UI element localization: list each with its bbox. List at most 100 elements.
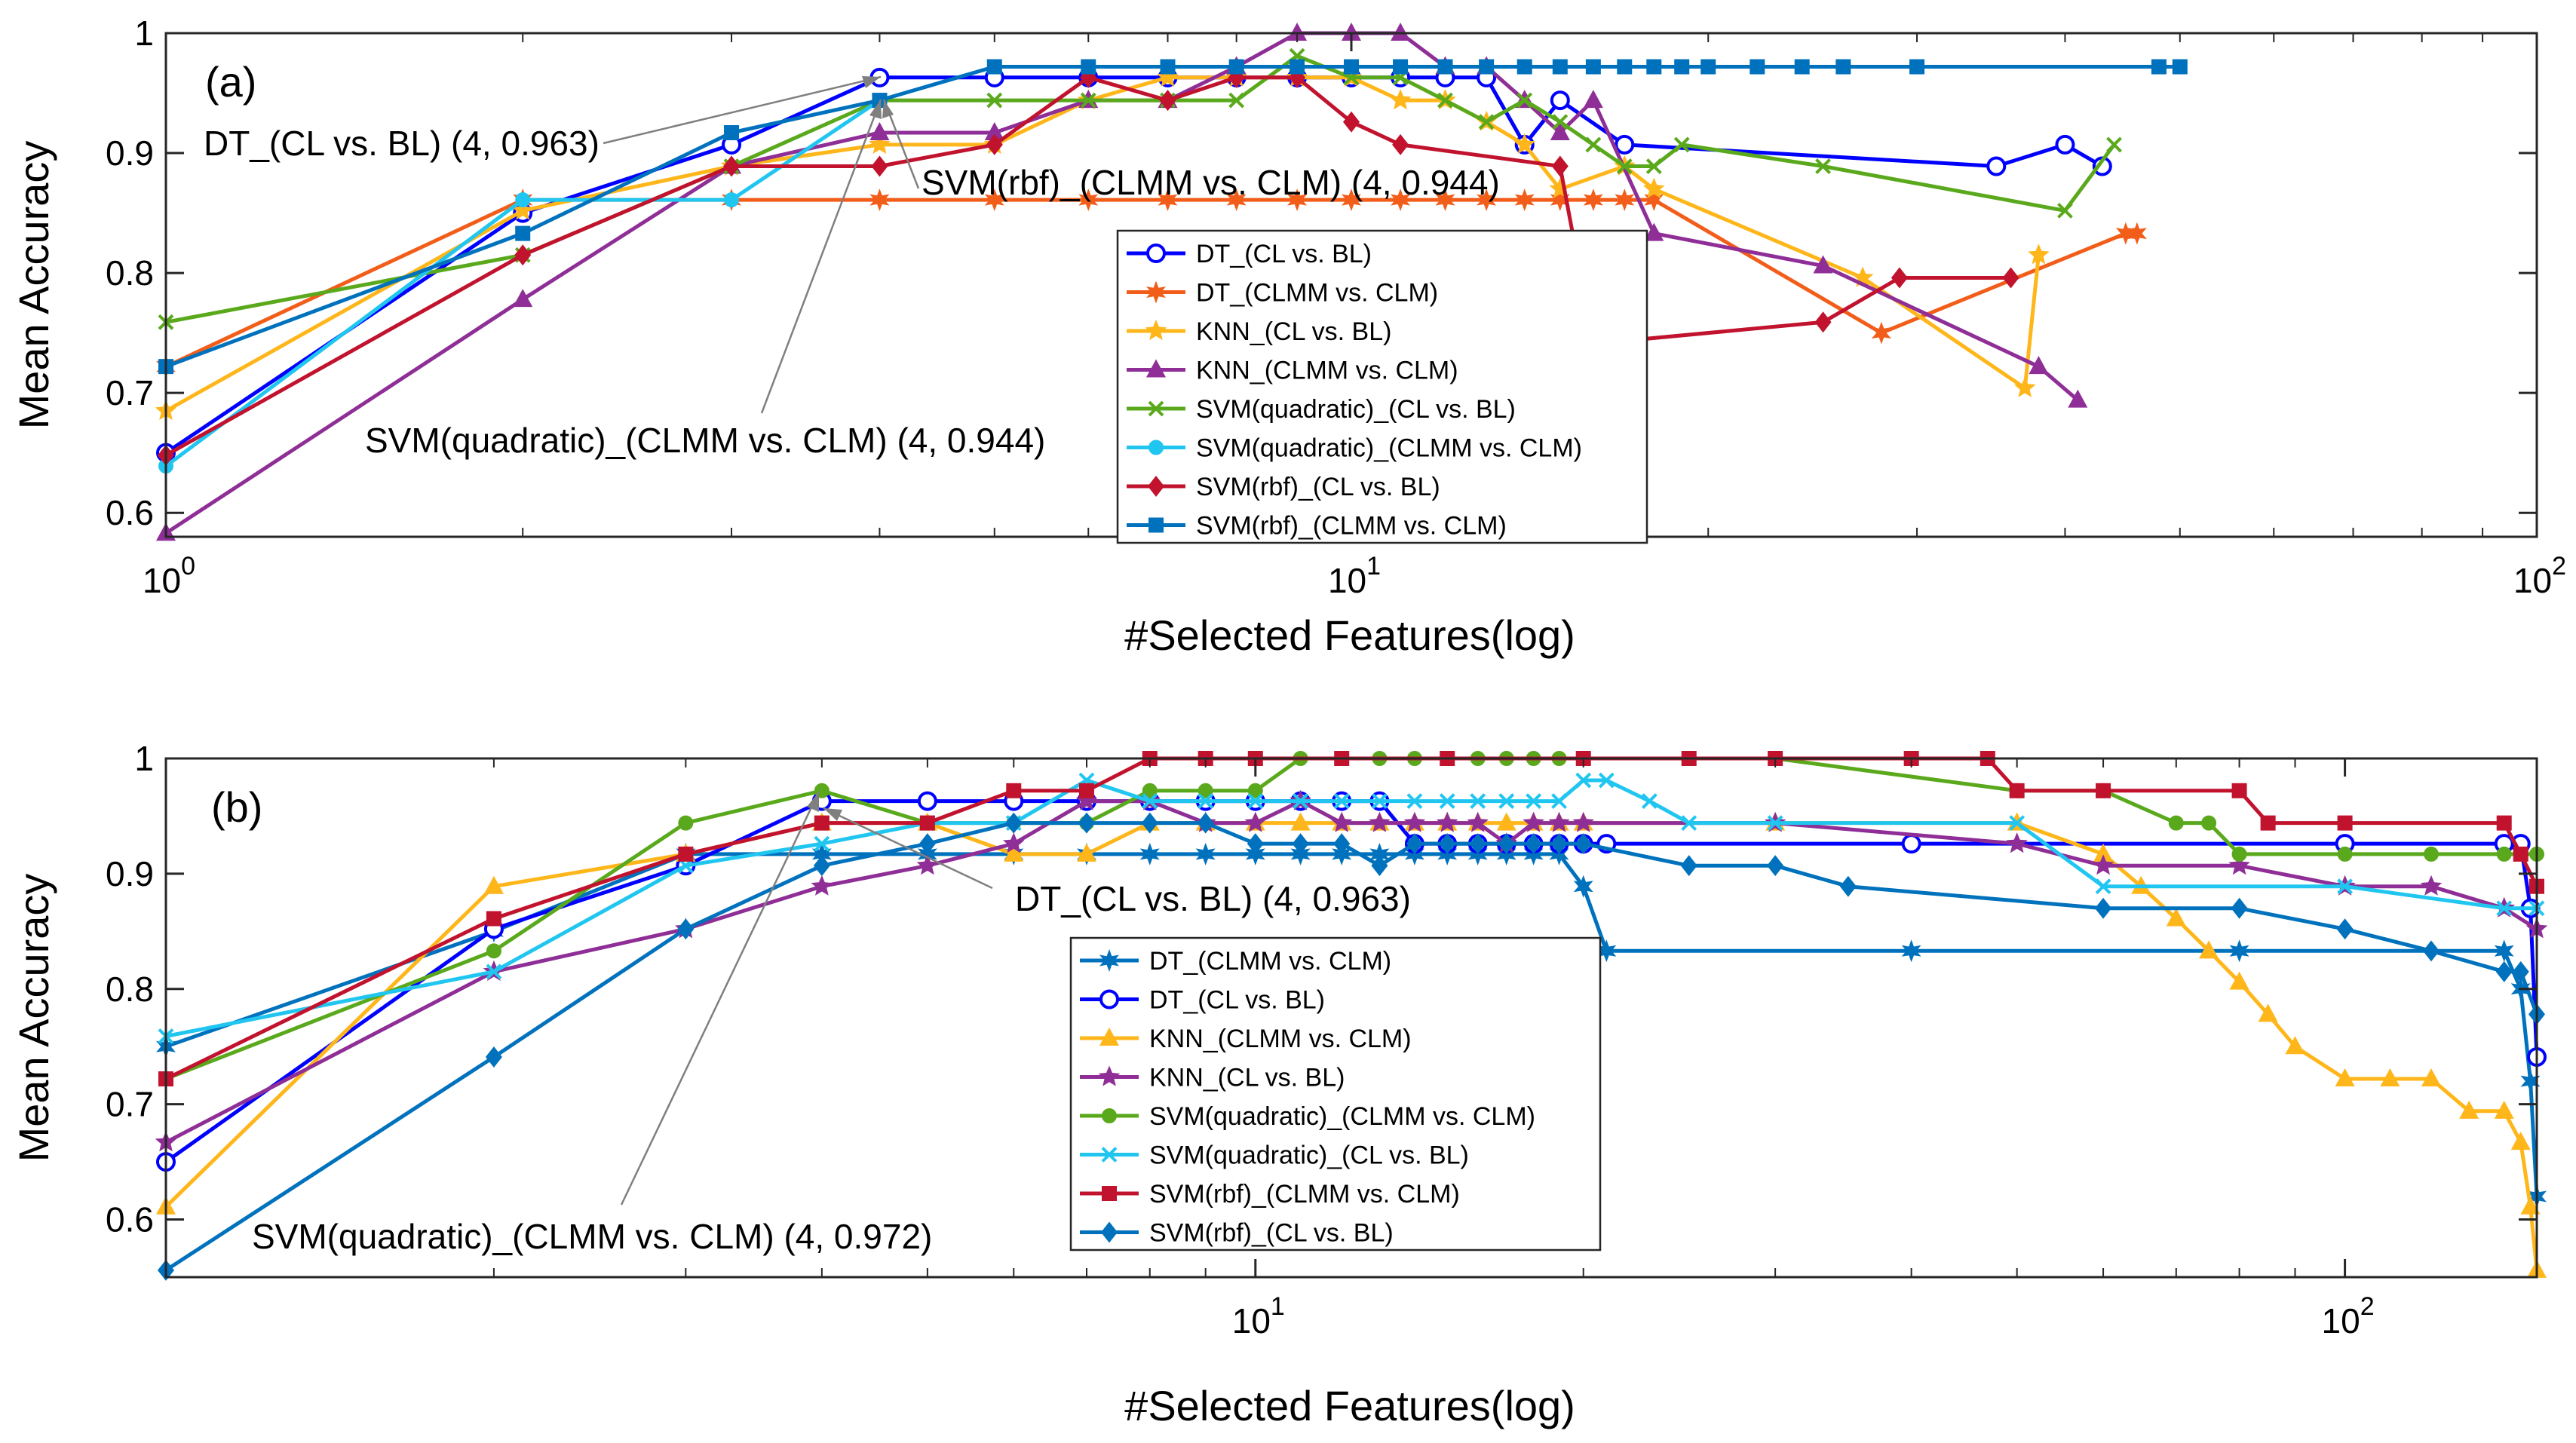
- b-series-svm-quadratic-cl-vs-bl-point: [1498, 793, 1515, 809]
- a-series-knn-cl-vs-bl-point: [1157, 66, 1179, 87]
- b-series-svm-quadratic-cl-vs-bl-point: [2009, 815, 2026, 832]
- a-series-knn-clmm-vs-clm-point: [1644, 222, 1664, 241]
- annotation-a-2: SVM(rbf)_(CLMM vs. CLM) (4, 0.944): [922, 163, 1500, 202]
- b-legend-svm-rbf-clmm-vs-clm-label: SVM(rbf)_(CLMM vs. CLM): [1149, 1180, 1460, 1209]
- y-tick-label-b: 0.8: [106, 970, 154, 1009]
- b-series-svm-quadratic-cl-vs-bl-point: [2496, 900, 2513, 917]
- b-series-knn-clmm-vs-clm-point: [2229, 971, 2249, 990]
- b-legend-knn-cl-vs-bl-label: KNN_(CL vs. BL): [1149, 1064, 1345, 1092]
- a-legend-svm-quadratic-clmm-vs-clm-marker: [1148, 440, 1164, 455]
- a-series-svm-rbf-cl-vs-bl-point: [986, 133, 1003, 155]
- a-series-dt-clmm-vs-clm-point: [1078, 188, 1099, 212]
- b-series-knn-clmm-vs-clm-point: [2335, 1068, 2355, 1087]
- a-series-svm-quadratic-cl-vs-bl-point: [2057, 202, 2073, 219]
- a-series-dt-cl-vs-bl-point: [1550, 90, 1570, 111]
- a-series-svm-rbf-clmm-vs-clm-point: [724, 125, 740, 141]
- a-series-svm-quadratic-cl-vs-bl-point: [1437, 92, 1453, 109]
- annotation-a-3: SVM(quadratic)_(CLMM vs. CLM) (4, 0.944): [365, 421, 1045, 460]
- a-series-svm-rbf-clmm-vs-clm-point: [2151, 59, 2167, 75]
- b-legend-knn-cl-vs-bl-marker: [1098, 1065, 1121, 1086]
- a-series-knn-clmm-vs-clm-point: [1550, 122, 1570, 141]
- b-series-svm-quadratic-cl-vs-bl-point: [1681, 815, 1697, 832]
- b-series-svm-rbf-clmm-vs-clm-point: [2496, 815, 2512, 831]
- b-series-knn-clmm-vs-clm-point: [2494, 1100, 2514, 1119]
- b-series-svm-quadratic-cl-vs-bl-point: [1142, 793, 1158, 809]
- b-series-svm-quadratic-cl-vs-bl-point: [1575, 772, 1592, 789]
- b-series-svm-rbf-cl-vs-bl-point: [1333, 833, 1351, 855]
- a-series-dt-clmm-vs-clm-point: [1615, 188, 1635, 212]
- a-series-svm-rbf-clmm-vs-clm-point: [1516, 59, 1532, 75]
- a-series-svm-rbf-cl-vs-bl-point: [1343, 111, 1360, 133]
- b-series-svm-rbf-cl-vs-bl-point: [1469, 833, 1486, 855]
- a-series-dt-cl-vs-bl-point: [1615, 134, 1635, 155]
- b-series-svm-rbf-cl-vs-bl-point: [1525, 833, 1542, 855]
- annotation-a-1: DT_(CL vs. BL) (4, 0.963): [204, 124, 600, 163]
- a-series-svm-rbf-clmm-vs-clm-point: [1552, 59, 1568, 75]
- b-series-knn-clmm-vs-clm-point: [1290, 812, 1311, 831]
- b-series-svm-rbf-cl-vs-bl-point: [1197, 812, 1214, 834]
- b-series-knn-cl-vs-bl-point: [1523, 811, 1544, 832]
- b-legend-dt-cl-vs-bl-label: DT_(CL vs. BL): [1149, 986, 1325, 1015]
- a-series-knn-cl-vs-bl-point: [1643, 177, 1665, 198]
- a-series-svm-rbf-clmm-vs-clm-point: [1081, 59, 1096, 75]
- a-series-svm-quadratic-clmm-vs-clm-point: [515, 192, 531, 208]
- a-series-svm-quadratic-cl-vs-bl-point: [986, 92, 1003, 109]
- a-series-svm-quadratic-cl-vs-bl-point: [1478, 114, 1495, 130]
- a-series-svm-rbf-cl-vs-bl-point: [723, 155, 741, 177]
- b-series-dt-clmm-vs-clm-point: [1573, 875, 1593, 898]
- annotation-arrowhead-a-1: [862, 76, 881, 88]
- a-series-knn-cl-vs-bl-point: [512, 199, 534, 220]
- b-series-knn-cl-vs-bl-point: [916, 854, 939, 875]
- b-series-knn-cl-vs-bl-point: [2006, 832, 2028, 853]
- b-series-svm-rbf-cl-vs-bl-point: [1371, 855, 1388, 877]
- b-series-svm-quadratic-clmm-vs-clm-point: [678, 815, 694, 831]
- b-series-svm-quadratic-cl-vs-bl-point: [486, 964, 502, 980]
- b-series-svm-quadratic-clmm-vs-clm-point: [2168, 815, 2184, 831]
- b-series-svm-quadratic-clmm-vs-clm-point: [2496, 846, 2512, 862]
- b-series-knn-clmm-vs-clm-point: [2199, 940, 2219, 959]
- a-series-dt-clmm-vs-clm-point: [1342, 188, 1361, 212]
- a-series-svm-rbf-clmm-vs-clm-point: [1617, 59, 1633, 75]
- annotation-arrowhead-a-3: [869, 100, 882, 119]
- a-series-knn-clmm-vs-clm-point: [2068, 389, 2088, 408]
- b-series-svm-quadratic-clmm-vs-clm-point: [1247, 783, 1263, 798]
- b-series-knn-cl-vs-bl-point: [2420, 875, 2443, 896]
- a-series-svm-rbf-clmm-vs-clm-point: [1750, 59, 1765, 75]
- b-series-knn-clmm-vs-clm-point: [2166, 908, 2186, 927]
- b-series-svm-rbf-cl-vs-bl-point: [2422, 940, 2440, 962]
- b-legend-dt-clmm-vs-clm-label: DT_(CLMM vs. CLM): [1149, 947, 1391, 976]
- b-series-svm-quadratic-cl-vs-bl-point: [1641, 793, 1658, 809]
- a-series-dt-clmm-vs-clm-point: [1158, 188, 1178, 212]
- b-series-svm-quadratic-cl-vs-bl-point: [2337, 878, 2353, 895]
- panel-label-a: (a): [205, 58, 256, 106]
- b-legend-knn-clmm-vs-clm-label: KNN_(CLMM vs. CLM): [1149, 1025, 1412, 1053]
- b-series-svm-rbf-cl-vs-bl-point: [813, 855, 830, 877]
- a-series-svm-rbf-clmm-vs-clm-point: [1909, 59, 1925, 75]
- b-series-knn-cl-vs-bl-point: [1075, 789, 1098, 810]
- a-legend-svm-quadratic-cl-vs-bl-marker: [1148, 400, 1164, 417]
- annotation-b-1: DT_(CL vs. BL) (4, 0.963): [1015, 879, 1411, 918]
- a-series-svm-rbf-clmm-vs-clm-point: [1646, 59, 1662, 75]
- b-series-knn-cl-vs-bl-point: [1369, 811, 1391, 832]
- b-series-svm-rbf-cl-vs-bl-point: [1680, 855, 1697, 877]
- plot-frame-b: [164, 757, 2538, 1279]
- b-series-dt-clmm-vs-clm-point: [1369, 842, 1390, 865]
- b-series-dt-cl-vs-bl-point: [1901, 834, 1921, 854]
- a-series-knn-clmm-vs-clm-point: [2029, 356, 2049, 375]
- b-series-svm-rbf-cl-vs-bl-point: [1575, 833, 1592, 855]
- a-series-svm-rbf-clmm-vs-clm-point: [986, 59, 1002, 75]
- legend-a: DT_(CL vs. BL) DT_(CLMM vs. CLM) KNN_(CL v…: [1127, 240, 1582, 541]
- annotation-arrowhead-b-1: [823, 808, 842, 821]
- a-series-svm-quadratic-cl-vs-bl-point: [1516, 92, 1533, 109]
- a-series-svm-quadratic-cl-vs-bl-point: [1228, 92, 1245, 109]
- b-series-knn-cl-vs-bl-point: [1003, 832, 1025, 853]
- b-axes-layer: 0.6 0.7 0.8 0.9 1 101 102: [106, 739, 2537, 1340]
- a-series-svm-rbf-clmm-vs-clm-point: [1585, 59, 1601, 75]
- a-legend-dt-cl-vs-bl-marker: [1146, 244, 1166, 263]
- b-series-knn-clmm-vs-clm-point: [1076, 843, 1096, 862]
- b-series-svm-rbf-clmm-vs-clm-point: [1078, 783, 1094, 798]
- a-legend-svm-rbf-clmm-vs-clm-label: SVM(rbf)_(CLMM vs. CLM): [1196, 512, 1507, 541]
- annotation-arrowhead-a-2: [882, 100, 894, 118]
- b-series-knn-cl-vs-bl-line: [164, 799, 2538, 1144]
- b-series-svm-rbf-clmm-vs-clm-point: [1006, 783, 1022, 798]
